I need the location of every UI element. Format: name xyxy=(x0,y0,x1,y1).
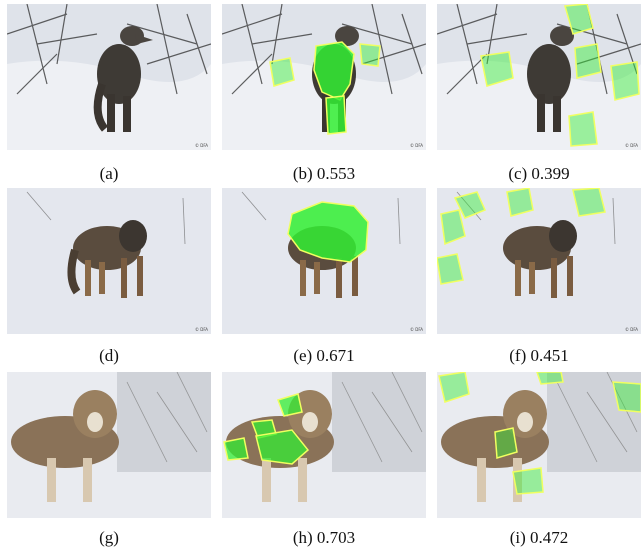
caption-a: (a) xyxy=(99,164,119,183)
panel-f-image: © DFA xyxy=(437,188,641,334)
wolf-silhouette xyxy=(93,26,153,132)
saliency-overlay xyxy=(269,41,381,135)
caption-g: (g) xyxy=(99,528,119,547)
wolf-silhouette xyxy=(11,390,119,502)
wolf-front-image xyxy=(222,372,426,518)
panel-b-image: © DFA xyxy=(222,4,426,150)
saliency-overlay xyxy=(438,372,641,495)
caption-b: (b) 0.553 xyxy=(292,164,356,183)
wolf-front-image xyxy=(7,372,211,518)
wolf-on-snow-image xyxy=(222,188,426,334)
panel-d-image: © DFA xyxy=(7,188,211,334)
panel-i-image xyxy=(437,372,641,518)
panel-e-image: © DFA xyxy=(222,188,426,334)
wolf-in-forest-image xyxy=(437,4,641,150)
wolf-in-forest-image xyxy=(7,4,211,150)
wolf-front-image xyxy=(437,372,641,518)
saliency-overlay xyxy=(437,188,606,285)
caption-e: (e) 0.671 xyxy=(293,346,355,365)
wolf-on-snow-image xyxy=(7,188,211,334)
wolf-on-snow-image xyxy=(437,188,641,334)
panel-c-image: © DFA xyxy=(437,4,641,150)
wolf-silhouette xyxy=(67,220,147,298)
panel-h-image xyxy=(222,372,426,518)
saliency-overlay xyxy=(287,201,369,263)
panel-a-image: © DFA xyxy=(7,4,211,150)
saliency-overlay xyxy=(480,4,640,147)
caption-c: (c) 0.399 xyxy=(508,164,570,183)
caption-d: (d) xyxy=(99,346,119,365)
saliency-overlay xyxy=(223,393,310,465)
panel-g-image xyxy=(7,372,211,518)
wolf-in-forest-image xyxy=(222,4,426,150)
caption-i: (i) 0.472 xyxy=(509,528,569,547)
caption-f: (f) 0.451 xyxy=(509,346,569,365)
caption-h: (h) 0.703 xyxy=(292,528,356,547)
